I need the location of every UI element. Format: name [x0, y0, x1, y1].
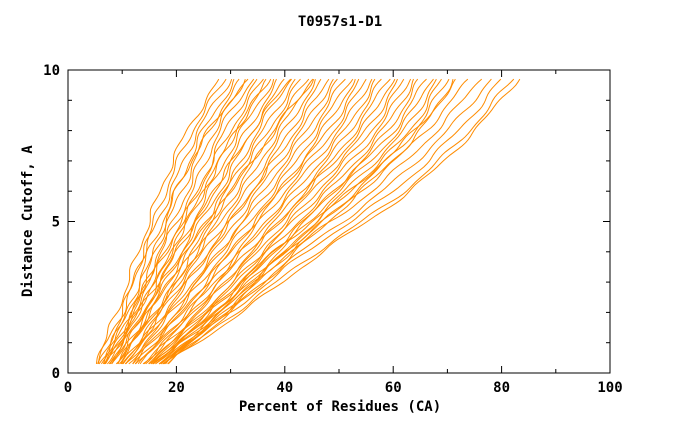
model-curve — [155, 78, 469, 365]
axes-border — [67, 69, 611, 374]
model-curve — [109, 78, 246, 365]
tick-label: 10 — [43, 63, 60, 79]
model-curve — [105, 78, 249, 365]
model-curve — [153, 78, 483, 365]
model-curve — [115, 78, 296, 365]
model-curve — [97, 78, 233, 365]
model-curve — [120, 78, 315, 365]
model-curve — [168, 78, 442, 365]
model-curve — [117, 78, 310, 365]
model-curve — [145, 78, 382, 365]
tick-label: 0 — [52, 366, 60, 382]
model-curve — [162, 78, 502, 365]
model-curve — [108, 78, 292, 365]
model-curve — [155, 78, 419, 365]
model-curve — [97, 78, 220, 365]
tick-label: 20 — [168, 380, 185, 396]
model-curve — [158, 78, 492, 365]
model-curve — [132, 78, 354, 365]
model-curve — [117, 78, 267, 365]
model-curve — [160, 78, 427, 365]
tick-label: 40 — [276, 380, 293, 396]
model-curve — [148, 78, 456, 365]
model-curve — [152, 78, 412, 365]
model-curve — [104, 78, 255, 365]
x-axis-label: Percent of Residues (CA) — [238, 399, 442, 415]
model-curve — [135, 78, 373, 365]
model-curve — [105, 78, 272, 365]
model-curve — [125, 78, 330, 365]
model-curve — [143, 78, 391, 365]
model-curve — [158, 78, 434, 365]
model-curve — [107, 78, 258, 365]
tick-label: 5 — [52, 215, 60, 231]
model-curve — [163, 78, 521, 365]
model-curve — [119, 78, 301, 365]
model-curve — [102, 78, 264, 365]
tick-label: 60 — [385, 380, 402, 396]
tick-label: 0 — [64, 380, 72, 396]
model-curve — [98, 78, 235, 365]
model-curve — [142, 78, 376, 365]
tick-label: 100 — [597, 380, 622, 396]
model-curve — [128, 78, 338, 365]
model-curve — [150, 78, 405, 365]
model-curve — [120, 78, 291, 365]
model-curve — [167, 78, 515, 365]
model-curve — [124, 78, 334, 365]
chart-title: T0957s1-D1 — [297, 14, 383, 30]
model-curve — [95, 78, 227, 364]
model-curve — [150, 78, 398, 365]
tick-label: 80 — [493, 380, 510, 396]
model-curve — [124, 78, 314, 365]
model-curve — [103, 79, 275, 365]
model-curve — [148, 78, 396, 365]
model-curve — [139, 78, 360, 365]
